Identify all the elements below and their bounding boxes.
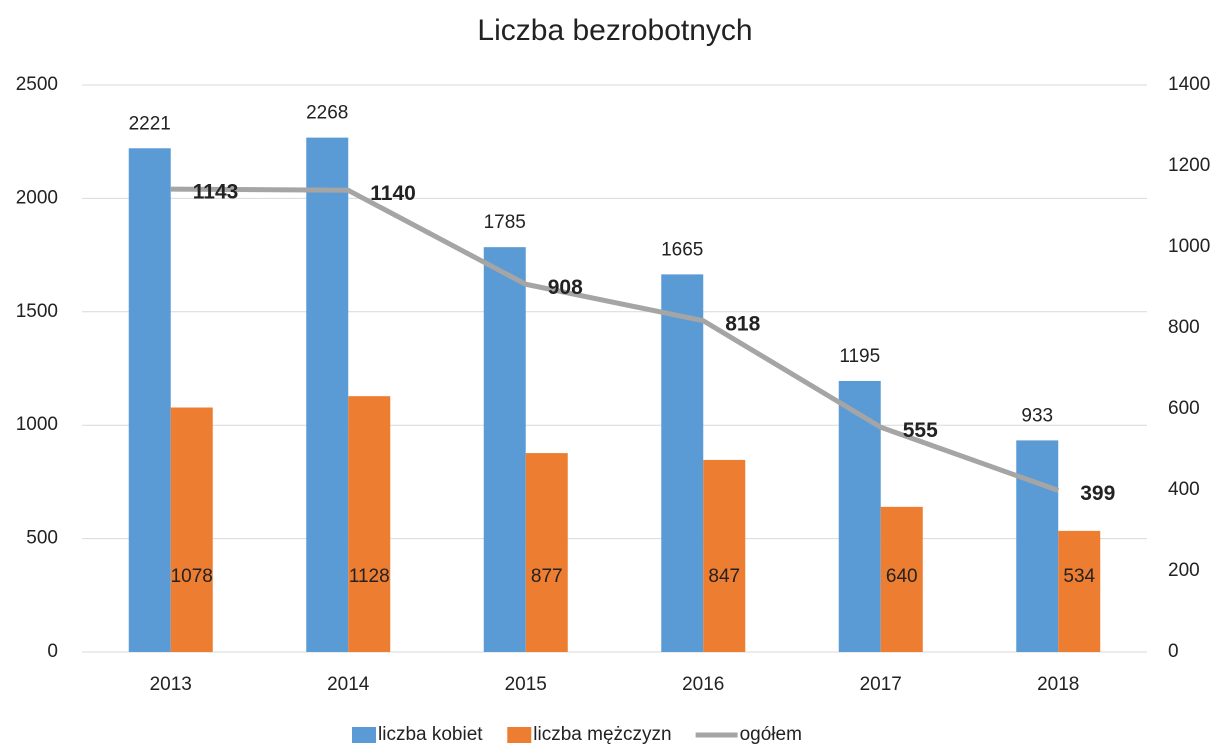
bar — [880, 506, 923, 652]
bar — [483, 247, 526, 653]
bar — [1058, 530, 1101, 652]
data-label: 1078 — [171, 566, 213, 587]
data-label: 534 — [1063, 566, 1095, 587]
x-tick-label: 2014 — [327, 674, 370, 695]
data-label: 1128 — [349, 566, 390, 587]
y2-tick-label: 1000 — [1168, 236, 1210, 257]
line-label: 555 — [903, 419, 938, 442]
line-label: 818 — [725, 312, 760, 335]
line-label: 908 — [548, 276, 583, 299]
y-tick-label: 1000 — [16, 414, 58, 435]
data-label: 2268 — [306, 103, 348, 124]
x-tick-label: 2016 — [682, 674, 724, 695]
y2-tick-label: 0 — [1168, 641, 1179, 662]
bar — [661, 274, 704, 652]
bar — [306, 137, 349, 652]
bar — [525, 453, 568, 652]
y-tick-label: 500 — [26, 528, 58, 549]
legend-swatch — [352, 727, 376, 743]
line-label: 399 — [1080, 482, 1115, 505]
x-tick-label: 2015 — [505, 674, 547, 695]
data-label: 1665 — [661, 239, 703, 260]
x-tick-label: 2018 — [1037, 674, 1079, 695]
y2-tick-label: 200 — [1168, 560, 1200, 581]
data-label: 2221 — [129, 113, 171, 134]
data-label: 640 — [886, 566, 918, 587]
y-tick-label: 1500 — [16, 301, 58, 322]
y2-tick-label: 800 — [1168, 317, 1200, 338]
y-tick-label: 2000 — [16, 187, 58, 208]
legend-label: liczba kobiet — [378, 724, 483, 745]
x-tick-label: 2013 — [150, 674, 192, 695]
legend-label: ogółem — [740, 724, 802, 745]
bar — [703, 459, 746, 652]
bar — [838, 380, 881, 652]
line-label: 1140 — [370, 182, 416, 205]
data-label: 877 — [531, 566, 563, 587]
chart-title: Liczba bezrobotnych — [477, 14, 752, 47]
bar — [170, 407, 213, 652]
legend-label: liczba mężczyzn — [533, 724, 671, 745]
bar — [348, 396, 391, 652]
y2-tick-label: 600 — [1168, 398, 1200, 419]
line-label: 1143 — [193, 181, 239, 204]
y2-tick-label: 1400 — [1168, 74, 1210, 95]
data-label: 1785 — [484, 212, 526, 233]
x-tick-label: 2017 — [860, 674, 902, 695]
y-tick-label: 0 — [47, 641, 58, 662]
data-label: 847 — [708, 566, 740, 587]
y2-tick-label: 400 — [1168, 479, 1200, 500]
y2-tick-label: 1200 — [1168, 155, 1210, 176]
y-tick-label: 2500 — [16, 74, 58, 95]
data-label: 1195 — [839, 346, 880, 367]
bar — [1016, 440, 1059, 652]
line — [170, 186, 1060, 493]
data-label: 933 — [1021, 405, 1053, 426]
legend-swatch — [507, 727, 532, 743]
bar — [128, 148, 171, 652]
